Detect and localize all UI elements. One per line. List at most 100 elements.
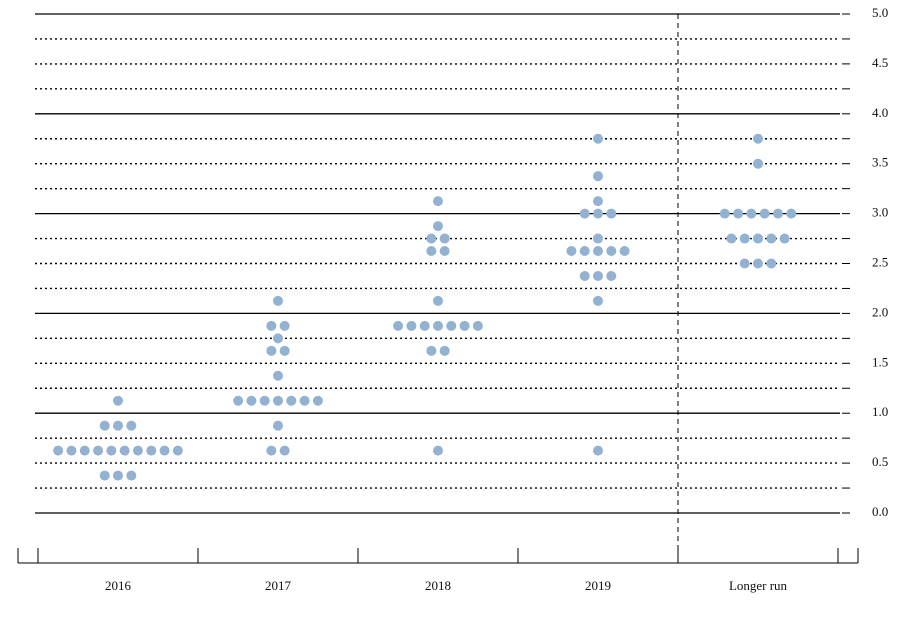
dot bbox=[312, 395, 323, 406]
dot bbox=[299, 395, 310, 406]
dot bbox=[113, 470, 123, 481]
dot bbox=[766, 258, 777, 269]
dot bbox=[426, 345, 437, 356]
dot bbox=[146, 445, 157, 456]
dot bbox=[99, 470, 110, 481]
y-tick-label: 4.0 bbox=[872, 105, 888, 120]
dot bbox=[259, 395, 270, 406]
dot bbox=[433, 221, 443, 232]
y-tick-label: 3.5 bbox=[872, 155, 888, 170]
dot bbox=[426, 246, 437, 257]
dot bbox=[446, 320, 457, 331]
dot bbox=[126, 420, 137, 431]
dot bbox=[279, 320, 290, 331]
x-tick-label: 2019 bbox=[585, 578, 611, 593]
dot bbox=[273, 333, 283, 344]
dot bbox=[753, 258, 763, 269]
y-tick-label: 0.5 bbox=[872, 454, 888, 469]
dot bbox=[439, 246, 450, 257]
dot bbox=[159, 445, 170, 456]
dot bbox=[433, 295, 443, 306]
y-tick-label: 2.0 bbox=[872, 304, 888, 319]
dot bbox=[593, 133, 603, 144]
dot bbox=[459, 320, 470, 331]
dot bbox=[132, 445, 143, 456]
x-tick-label: 2018 bbox=[425, 578, 451, 593]
dot bbox=[433, 320, 443, 331]
dot bbox=[246, 395, 257, 406]
x-tick-label: 2016 bbox=[105, 578, 132, 593]
y-tick-label: 1.5 bbox=[872, 354, 888, 369]
dot bbox=[273, 395, 283, 406]
dot bbox=[53, 445, 64, 456]
dot bbox=[579, 208, 590, 219]
dot bbox=[419, 320, 430, 331]
dot bbox=[593, 171, 603, 182]
dot bbox=[393, 320, 404, 331]
dot bbox=[593, 270, 603, 281]
dot bbox=[739, 233, 750, 244]
dot bbox=[113, 420, 123, 431]
dot bbox=[426, 233, 437, 244]
dot bbox=[433, 196, 443, 207]
dot bbox=[439, 233, 450, 244]
dot bbox=[99, 420, 110, 431]
dot bbox=[66, 445, 77, 456]
dot bbox=[273, 420, 283, 431]
dot bbox=[286, 395, 297, 406]
y-tick-label: 3.0 bbox=[872, 205, 888, 220]
y-tick-label: 4.5 bbox=[872, 55, 888, 70]
dot bbox=[593, 295, 603, 306]
dot bbox=[579, 270, 590, 281]
dot bbox=[619, 246, 630, 257]
dot bbox=[126, 470, 137, 481]
dot bbox=[739, 258, 750, 269]
dot bbox=[593, 445, 603, 456]
dot bbox=[113, 395, 123, 406]
dot bbox=[786, 208, 797, 219]
dot bbox=[733, 208, 744, 219]
dot bbox=[579, 246, 590, 257]
dot bbox=[766, 233, 777, 244]
dot bbox=[439, 345, 450, 356]
dot bbox=[266, 445, 277, 456]
dot bbox=[273, 295, 283, 306]
dot bbox=[746, 208, 757, 219]
dot bbox=[106, 445, 117, 456]
dot bbox=[266, 345, 277, 356]
x-tick-label: Longer run bbox=[729, 578, 788, 593]
dot bbox=[433, 445, 443, 456]
dot bbox=[279, 445, 290, 456]
dot bbox=[726, 233, 737, 244]
y-tick-label: 1.0 bbox=[872, 404, 888, 419]
dot bbox=[593, 246, 603, 257]
dot bbox=[93, 445, 104, 456]
dot bbox=[472, 320, 483, 331]
x-tick-label: 2017 bbox=[265, 578, 292, 593]
dot bbox=[719, 208, 730, 219]
dot bbox=[606, 270, 617, 281]
dot bbox=[233, 395, 244, 406]
dot bbox=[753, 233, 763, 244]
y-tick-label: 5.0 bbox=[872, 5, 888, 20]
dot bbox=[172, 445, 183, 456]
dot bbox=[606, 208, 617, 219]
dot bbox=[772, 208, 783, 219]
dot bbox=[593, 208, 603, 219]
dot bbox=[79, 445, 90, 456]
dot bbox=[779, 233, 790, 244]
y-tick-label: 0.0 bbox=[872, 504, 888, 519]
dot bbox=[593, 233, 603, 244]
dot bbox=[273, 370, 283, 381]
dot bbox=[753, 158, 763, 169]
dot bbox=[606, 246, 617, 257]
y-tick-label: 2.5 bbox=[872, 254, 888, 269]
dot bbox=[593, 196, 603, 207]
dot bbox=[406, 320, 417, 331]
dot bbox=[566, 246, 577, 257]
dot bbox=[279, 345, 290, 356]
dot bbox=[759, 208, 770, 219]
dot bbox=[753, 133, 763, 144]
